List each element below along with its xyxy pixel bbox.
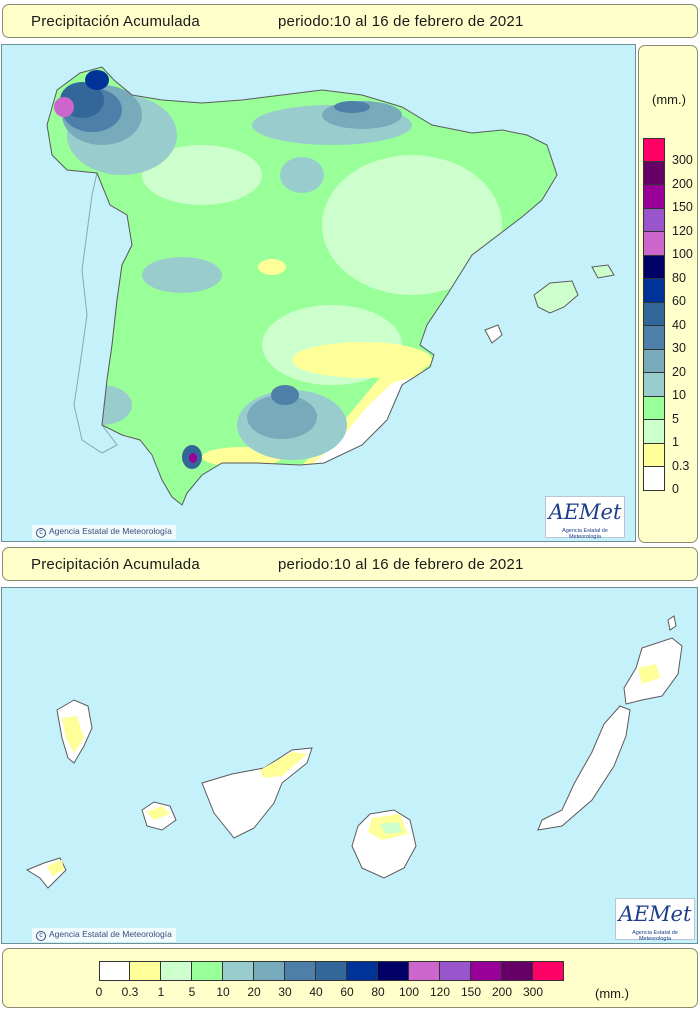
hlegend-swatch (347, 961, 378, 981)
peninsula-map: c Agencia Estatal de Meteorología AEMet A… (1, 44, 636, 542)
legend-swatch (643, 138, 665, 162)
legend-label: 60 (672, 294, 686, 308)
agency-credit-canarias-text: Agencia Estatal de Meteorología (49, 929, 172, 939)
map-title: Precipitación Acumulada (31, 13, 200, 30)
legend-swatch (643, 161, 665, 185)
hlegend-swatch (378, 961, 409, 981)
hlegend-label: 100 (398, 985, 420, 999)
agency-credit: c Agencia Estatal de Meteorología (32, 525, 176, 539)
mallorca-island (533, 280, 579, 314)
lanzarote-precip (638, 664, 660, 684)
hlegend-label: 200 (491, 985, 513, 999)
legend-swatch (643, 420, 665, 444)
legend-swatch (643, 208, 665, 232)
hlegend-label: 0 (95, 985, 103, 999)
hlegend-swatch (316, 961, 347, 981)
copyright-icon: c (36, 931, 46, 941)
legend-label: 300 (672, 153, 693, 167)
vertical-legend: (mm.) 300 200 150 120 100 80 60 40 30 20 10 5 1 0.3 0 (638, 45, 698, 543)
hlegend-label: 120 (429, 985, 451, 999)
el-hierro-precip (47, 860, 64, 876)
legend-swatch (643, 373, 665, 397)
legend-label: 120 (672, 223, 693, 238)
legend-swatch (643, 279, 665, 303)
agency-credit-canarias: c Agencia Estatal de Meteorología (32, 928, 176, 942)
map-title-bar: Precipitación Acumulada periodo:10 al 16… (2, 4, 698, 38)
hlegend-swatch (440, 961, 471, 981)
legend-label: 200 (672, 176, 693, 191)
horizontal-legend: 0 0.3 1 5 10 20 30 40 60 80 100 120 150 200 300 (mm.) (2, 948, 698, 1008)
la-palma-precip (62, 716, 84, 753)
hlegend-label: 40 (309, 985, 323, 999)
hlegend-swatch (130, 961, 161, 981)
logo-name: AEMet (548, 500, 622, 524)
horizontal-legend-unit: (mm.) (595, 986, 629, 1001)
canarias-map-canvas (25, 615, 683, 889)
legend-unit: (mm.) (652, 92, 686, 107)
logo-subtitle-canarias: Agencia Estatal de Meteorología (632, 930, 678, 942)
hlegend-swatch (223, 961, 254, 981)
legend-label: 40 (672, 317, 686, 332)
hlegend-label: 5 (188, 985, 196, 999)
legend-label: 150 (672, 200, 693, 214)
peninsula-map-canvas (46, 66, 615, 506)
canarias-map: c Agencia Estatal de Meteorología AEMet A… (1, 587, 698, 944)
hlegend-swatch (285, 961, 316, 981)
tenerife-precip (260, 752, 307, 778)
legend-swatch (643, 302, 665, 326)
legend-label: 0.3 (672, 458, 690, 473)
legend-label: 0 (672, 482, 679, 496)
legend-label: 100 (672, 247, 693, 261)
hlegend-swatch (409, 961, 440, 981)
legend-swatch (643, 349, 665, 373)
hlegend-label: 30 (278, 985, 292, 999)
legend-swatch (643, 185, 665, 209)
legend-swatch (643, 396, 665, 420)
copyright-icon: c (36, 528, 46, 538)
legend-label: 1 (672, 435, 679, 449)
agency-credit-text: Agencia Estatal de Meteorología (49, 526, 172, 536)
hlegend-swatch (254, 961, 285, 981)
canarias-period: periodo:10 al 16 de febrero de 2021 (278, 556, 524, 573)
ibiza-island (484, 324, 503, 344)
logo-name-canarias: AEMet (618, 902, 692, 926)
legend-label: 10 (672, 388, 686, 402)
canarias-title-bar: Precipitación Acumulada periodo:10 al 16… (2, 547, 698, 581)
hlegend-swatch (161, 961, 192, 981)
legend-label: 80 (672, 270, 686, 285)
la-graciosa-island (667, 615, 677, 631)
hlegend-label: 1 (157, 985, 165, 999)
hlegend-label: 10 (216, 985, 230, 999)
map-period: periodo:10 al 16 de febrero de 2021 (278, 13, 524, 30)
logo-subtitle: Agencia Estatal de Meteorología (562, 528, 608, 540)
aemet-logo-canarias: AEMet Agencia Estatal de Meteorología (615, 898, 695, 942)
legend-label: 20 (672, 364, 686, 379)
legend-label: 5 (672, 411, 679, 426)
hlegend-label: 300 (522, 985, 544, 999)
gran-canaria-precip-core (380, 822, 402, 834)
hlegend-label: 0.3 (121, 985, 139, 999)
hlegend-label: 150 (460, 985, 482, 999)
hlegend-swatch (471, 961, 502, 981)
legend-swatch (643, 467, 665, 491)
legend-label: 30 (672, 341, 686, 355)
menorca-island (591, 264, 615, 279)
legend-swatch (643, 326, 665, 350)
la-gomera-precip (146, 806, 170, 820)
canarias-title: Precipitación Acumulada (31, 556, 200, 573)
hlegend-label: 20 (247, 985, 261, 999)
legend-swatch (643, 232, 665, 256)
hlegend-swatch (192, 961, 223, 981)
hlegend-label: 80 (371, 985, 385, 999)
legend-swatch (643, 255, 665, 279)
hlegend-swatch (533, 961, 564, 981)
hlegend-swatch (502, 961, 533, 981)
aemet-logo: AEMet Agencia Estatal de Meteorología (545, 496, 625, 540)
hlegend-swatch (99, 961, 130, 981)
fuerteventura-island (537, 705, 631, 831)
legend-swatch (643, 443, 665, 467)
hlegend-label: 60 (340, 985, 354, 999)
